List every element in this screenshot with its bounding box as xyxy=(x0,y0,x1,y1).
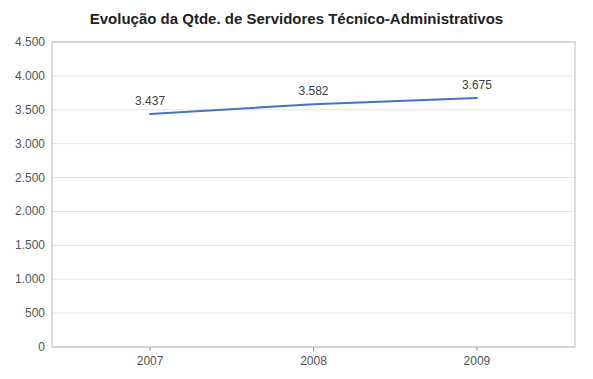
data-label: 3.437 xyxy=(135,94,165,108)
data-line xyxy=(150,98,477,114)
data-label: 3.675 xyxy=(462,78,492,92)
grid-line xyxy=(52,245,575,246)
y-tick-label: 4.500 xyxy=(15,35,45,49)
title: Evolução da Qtde. de Servidores Técnico-… xyxy=(90,10,503,27)
x-tick xyxy=(313,347,314,351)
y-tick-label: 1.500 xyxy=(15,238,45,252)
x-tick-label: 2007 xyxy=(137,354,164,368)
grid-line xyxy=(52,143,575,144)
grid-line xyxy=(52,313,575,314)
y-tick-label: 0 xyxy=(38,340,45,354)
chart: Evolução da Qtde. de Servidores Técnico-… xyxy=(0,0,593,379)
grid-line xyxy=(52,75,575,76)
x-tick xyxy=(476,347,477,351)
data-labels: 3.437 3.582 3.675 xyxy=(135,78,492,108)
grid-line xyxy=(52,279,575,280)
y-axis: 0 500 1.000 1.500 2.000 2.500 3.000 3.500 4.000 4… xyxy=(15,35,575,354)
grid-line xyxy=(52,211,575,212)
y-tick-label: 2.000 xyxy=(15,204,45,218)
grid-line xyxy=(52,109,575,110)
y-tick-label: 1.000 xyxy=(15,272,45,286)
y-tick-label: 3.500 xyxy=(15,103,45,117)
y-tick-label: 3.000 xyxy=(15,137,45,151)
plot-area xyxy=(150,98,477,114)
plot-frame xyxy=(52,42,575,347)
y-tick-label: 500 xyxy=(25,306,45,320)
x-axis: 2007 2008 2009 xyxy=(137,347,491,368)
grid-line xyxy=(52,177,575,178)
y-tick-label: 2.500 xyxy=(15,171,45,185)
chart-container: Evolução da Qtde. de Servidores Técnico-… xyxy=(0,0,593,379)
x-tick-label: 2008 xyxy=(300,354,327,368)
x-tick xyxy=(150,347,151,351)
x-tick-label: 2009 xyxy=(464,354,491,368)
y-tick-label: 4.000 xyxy=(15,69,45,83)
data-label: 3.582 xyxy=(298,84,328,98)
